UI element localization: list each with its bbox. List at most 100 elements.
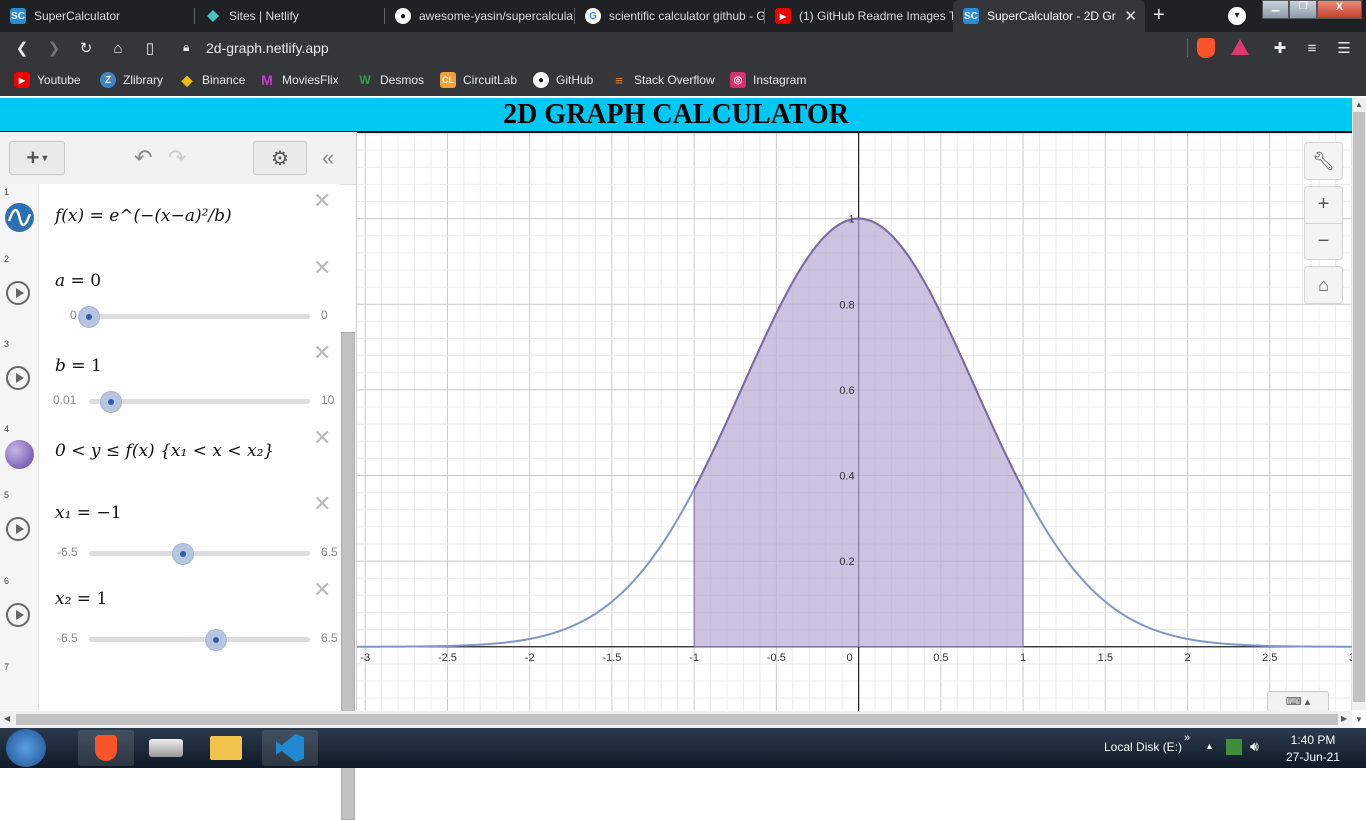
drive-label[interactable]: Local Disk (E:): [1104, 740, 1183, 754]
slider-max-label[interactable]: 6.5: [321, 631, 338, 645]
bookmark-moviesflix[interactable]: M MoviesFlix: [259, 71, 339, 89]
keypad-toggle-icon[interactable]: ⌨ ▴: [1267, 691, 1329, 713]
expression-row-empty[interactable]: 7: [0, 659, 340, 710]
graph-canvas[interactable]: -3-2.5-2-1.5-1-0.500.511.522.530.20.40.6…: [356, 132, 1355, 713]
forward-icon[interactable]: ❯: [47, 40, 61, 57]
show-more-chevron-icon[interactable]: »: [1184, 732, 1191, 744]
slider-track[interactable]: [89, 314, 310, 319]
close-window-button[interactable]: X: [1316, 0, 1362, 19]
tab-google-search[interactable]: G scientific calculator github - G: [575, 0, 765, 32]
graph-plot[interactable]: -3-2.5-2-1.5-1-0.500.511.522.530.20.40.6…: [356, 132, 1355, 711]
back-icon[interactable]: ❮: [15, 40, 29, 57]
tab-youtube[interactable]: ▶ (1) GitHub Readme Images T: [765, 0, 955, 32]
tab-supercalculator[interactable]: SC SuperCalculator: [0, 0, 195, 32]
settings-gear-icon[interactable]: ⚙: [253, 141, 307, 175]
graph-visibility-icon[interactable]: [5, 203, 34, 232]
slider-track[interactable]: [89, 399, 310, 404]
taskbar-brave-icon[interactable]: [78, 730, 134, 766]
bookmark-desmos[interactable]: W Desmos: [357, 71, 424, 89]
profile-menu-icon[interactable]: ▾: [1228, 7, 1246, 25]
taskbar-drive-icon[interactable]: [138, 730, 194, 766]
brave-shields-icon[interactable]: [1197, 38, 1215, 58]
bookmark-youtube[interactable]: ▶ Youtube: [14, 71, 81, 89]
slider-handle[interactable]: [100, 391, 123, 413]
bookmark-circuitlab[interactable]: CL CircuitLab: [440, 72, 518, 88]
supercalculator-icon: SC: [963, 8, 979, 24]
bookmark-github[interactable]: ● GitHub: [533, 71, 593, 89]
graph-settings-wrench-icon[interactable]: 🔧︎: [1304, 142, 1343, 180]
home-icon[interactable]: ⌂: [113, 39, 123, 57]
network-icon[interactable]: [1226, 739, 1242, 755]
new-tab-icon[interactable]: +: [1153, 4, 1165, 26]
bookmarks-bar: ▶ Youtube Z Zlibrary ◆ Binance M MoviesFlix …: [0, 64, 1366, 96]
slider-max-label[interactable]: 6.5: [321, 545, 338, 559]
slider-min-label[interactable]: -6.5: [57, 631, 78, 645]
address-bar[interactable]: 🔒︎ 2d-graph.netlify.app: [168, 36, 1223, 60]
slider-track[interactable]: [89, 637, 310, 642]
function-expression[interactable]: f(x) = e^(−(x−a)²/b): [55, 206, 232, 226]
play-slider-icon[interactable]: [6, 281, 30, 305]
bookmark-binance[interactable]: ◆ Binance: [179, 71, 246, 89]
slider-min-label[interactable]: 0: [70, 308, 77, 322]
playlist-icon[interactable]: ≡: [1307, 39, 1317, 57]
start-button[interactable]: [6, 729, 46, 767]
default-viewport-home-icon[interactable]: ⌂: [1304, 266, 1343, 304]
zoom-in-icon[interactable]: +: [1305, 187, 1342, 224]
play-slider-icon[interactable]: [6, 603, 30, 627]
restore-button[interactable]: ❐: [1289, 0, 1317, 19]
youtube-icon: ▶: [14, 72, 30, 88]
slider-min-label[interactable]: 0.01: [53, 393, 77, 407]
delete-expression-icon[interactable]: ✕: [313, 340, 332, 365]
browser-menu-icon[interactable]: ☰: [1337, 40, 1351, 57]
binance-icon: ◆: [181, 71, 193, 88]
page-vertical-scrollbar[interactable]: ▲ ▼: [1352, 98, 1366, 724]
brave-rewards-icon[interactable]: [1231, 39, 1249, 55]
expression-row-slider-b[interactable]: 3 b = 1 ✕ 0.01 10: [0, 336, 340, 422]
slider-handle[interactable]: [205, 629, 228, 651]
expression-row-slider-x1[interactable]: 5 x₁ = −1 ✕ -6.5 6.5: [0, 487, 340, 574]
slider-max-label[interactable]: 0: [321, 308, 328, 322]
slider-handle[interactable]: [171, 543, 194, 565]
graph-visibility-icon[interactable]: [5, 440, 34, 469]
collapse-panel-icon[interactable]: «: [322, 145, 335, 170]
close-tab-icon[interactable]: ✕: [1124, 8, 1137, 25]
delete-expression-icon[interactable]: ✕: [313, 255, 332, 280]
slider-max-label[interactable]: 10: [321, 393, 335, 407]
delete-expression-icon[interactable]: ✕: [313, 491, 332, 516]
zoom-controls: + −: [1304, 186, 1343, 260]
tab-supercalculator-2d[interactable]: SC SuperCalculator - 2D Gr ✕: [953, 0, 1145, 32]
page-horizontal-scrollbar[interactable]: ◀ ▶: [0, 711, 1352, 728]
tray-expand-icon[interactable]: ▲: [1205, 741, 1214, 751]
tab-netlify[interactable]: Sites | Netlify: [195, 0, 385, 32]
bookmark-zlibrary[interactable]: Z Zlibrary: [100, 71, 163, 89]
bookmark-instagram[interactable]: ◎ Instagram: [730, 71, 806, 89]
undo-icon[interactable]: ↶: [134, 145, 153, 170]
delete-expression-icon[interactable]: ✕: [313, 425, 332, 450]
taskbar-vscode-icon[interactable]: [262, 730, 318, 766]
inequality-expression[interactable]: 0 < y ≤ f(x) {x₁ < x < x₂}: [55, 441, 275, 461]
add-item-button[interactable]: + ▾: [9, 141, 65, 175]
x-tick-label: -0.5: [767, 652, 786, 664]
zoom-out-icon[interactable]: −: [1317, 229, 1330, 252]
slider-min-label[interactable]: -6.5: [57, 545, 78, 559]
expression-row-slider-a[interactable]: 2 a = 0 ✕ 0 0: [0, 251, 340, 337]
expression-row-inequality[interactable]: 4 0 < y ≤ f(x) {x₁ < x < x₂} ✕: [0, 421, 340, 488]
tab-github-repo[interactable]: ● awesome-yasin/supercalcula: [385, 0, 575, 32]
redo-icon[interactable]: ↷: [168, 145, 187, 170]
reload-icon[interactable]: ↻: [79, 40, 93, 57]
bookmark-stack-overflow[interactable]: ≡ Stack Overflow: [611, 71, 715, 89]
extensions-icon[interactable]: ✚: [1273, 40, 1287, 57]
slider-handle[interactable]: [78, 306, 100, 328]
minimize-button[interactable]: ▁: [1262, 0, 1290, 19]
play-slider-icon[interactable]: [6, 517, 30, 541]
bookmark-icon[interactable]: ▯: [145, 40, 155, 57]
clock[interactable]: 1:40 PM 27-Jun-21: [1283, 733, 1343, 764]
volume-icon[interactable]: 🔊︎: [1250, 738, 1259, 754]
taskbar-explorer-icon[interactable]: [198, 730, 254, 766]
delete-expression-icon[interactable]: ✕: [313, 577, 332, 602]
delete-expression-icon[interactable]: ✕: [313, 188, 332, 213]
slider-track[interactable]: [89, 551, 310, 556]
expression-row-function[interactable]: 1 f(x) = e^(−(x−a)²/b) ✕: [0, 184, 340, 252]
expression-row-slider-x2[interactable]: 6 x₂ = 1 ✕ -6.5 6.5: [0, 573, 340, 660]
play-slider-icon[interactable]: [6, 366, 30, 390]
